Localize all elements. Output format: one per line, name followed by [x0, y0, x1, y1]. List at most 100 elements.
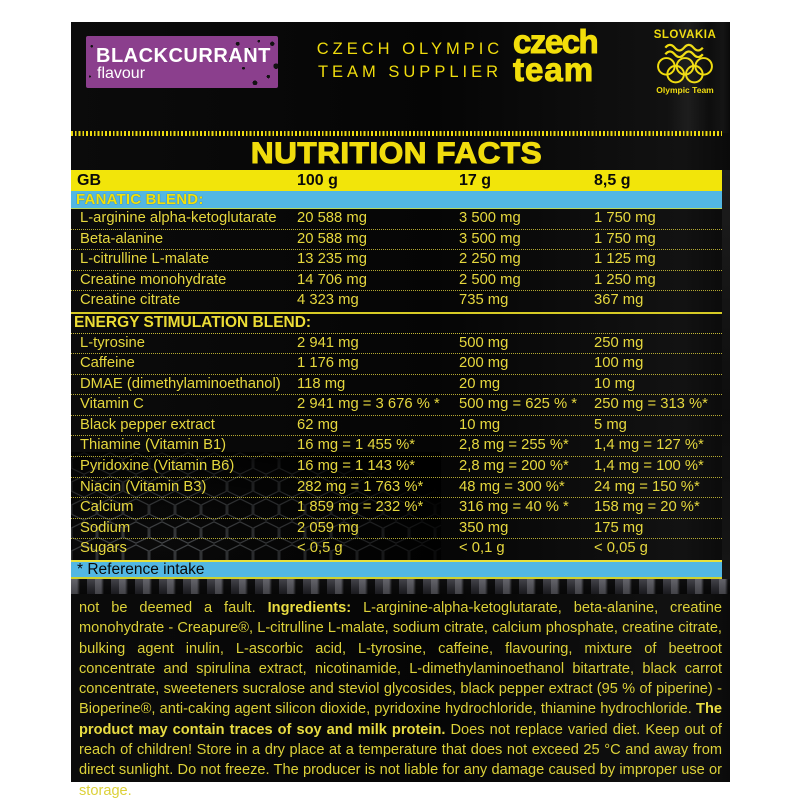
ingredients-segment: not be deemed a fault.: [79, 600, 268, 616]
slovakia-subtitle: Olympic Team: [652, 85, 718, 95]
table-row: Caffeine 1 176 mg 200 mg 100 mg: [71, 354, 722, 375]
nutrient-name-cell: Caffeine: [80, 355, 135, 372]
table-row: Black pepper extract 62 mg 10 mg 5 mg: [71, 416, 722, 437]
value-cell: 1 859 mg = 232 %*: [297, 499, 424, 516]
column-header: 8,5 g: [594, 172, 631, 189]
nutrient-name-cell: Beta-alanine: [80, 230, 164, 247]
section-header: ENERGY STIMULATION BLEND:: [71, 311, 722, 334]
nutrient-name-cell: DMAE (dimethylaminoethanol): [80, 375, 281, 392]
column-header: 100 g: [297, 172, 338, 189]
value-cell: 1 750 mg: [594, 230, 656, 247]
value-cell: 350 mg: [459, 519, 509, 536]
column-header: GB: [77, 172, 101, 189]
table-row: Thiamine (Vitamin B1) 16 mg = 1 455 %* 2,8…: [71, 436, 722, 458]
value-cell: < 0,05 g: [594, 540, 648, 557]
table-row: L-citrulline L-malate 13 235 mg 2 250 mg 1 …: [71, 250, 722, 271]
value-cell: 20 588 mg: [297, 210, 367, 226]
flavour-name: BLACKCURRANT: [96, 45, 271, 67]
value-cell: 200 mg: [459, 355, 509, 372]
czech-team-logo-line-1: czech: [512, 23, 599, 60]
table-row: Pyridoxine (Vitamin B6) 16 mg = 1 143 %* 2…: [71, 457, 722, 478]
value-cell: 16 mg = 1 455 %*: [297, 437, 416, 454]
ingredients-segment: Does not replace varied diet. Keep out o…: [79, 721, 722, 799]
value-cell: 4 323 mg: [297, 292, 359, 309]
table-row: Vitamin C 2 941 mg = 3 676 % * 500 mg = 62…: [71, 395, 722, 416]
nutrient-name-cell: Creatine citrate: [80, 292, 181, 309]
value-cell: 1 750 mg: [594, 210, 656, 226]
value-cell: 24 mg = 150 %*: [594, 478, 700, 495]
dashed-divider: [71, 131, 722, 136]
value-cell: 10 mg: [459, 416, 501, 433]
value-cell: 3 500 mg: [459, 230, 521, 247]
value-cell: 14 706 mg: [297, 271, 367, 288]
table-row: Niacin (Vitamin B3) 282 mg = 1 763 %* 48 m…: [71, 478, 722, 499]
value-cell: 62 mg: [297, 416, 339, 433]
nutrient-name-cell: L-tyrosine: [80, 334, 145, 351]
value-cell: 2,8 mg = 255 %*: [459, 437, 569, 454]
olympic-rings-icon: [657, 57, 713, 84]
nutrition-table: GB 100 g 17 g 8,5 g FANATIC BLEND: L-arginin…: [71, 170, 722, 579]
value-cell: 2 941 mg: [297, 334, 359, 351]
value-cell: < 0,1 g: [459, 540, 505, 557]
nutrient-name-cell: Creatine monohydrate: [80, 271, 227, 288]
value-cell: 2 500 mg: [459, 271, 521, 288]
value-cell: 2 250 mg: [459, 251, 521, 268]
value-cell: 367 mg: [594, 292, 644, 309]
value-cell: 282 mg = 1 763 %*: [297, 478, 424, 495]
value-cell: 1,4 mg = 100 %*: [594, 458, 704, 475]
table-row: Calcium 1 859 mg = 232 %* 316 mg = 40 % * 1…: [71, 498, 722, 519]
supplier-line-2: TEAM SUPPLIER: [317, 62, 503, 81]
nutrient-name-cell: Niacin (Vitamin B3): [80, 478, 207, 495]
supplement-label: BLACKCURRANT flavour CZECH OLYMPIC TEAM …: [71, 22, 730, 799]
supplier-claim: CZECH OLYMPIC TEAM SUPPLIER: [310, 38, 510, 83]
nutrient-name-cell: Sugars: [80, 540, 127, 557]
value-cell: 20 mg: [459, 375, 501, 392]
value-cell: 1,4 mg = 127 %*: [594, 437, 704, 454]
table-row: Creatine citrate 4 323 mg 735 mg 367 mg: [71, 291, 722, 312]
nutrient-name-cell: Thiamine (Vitamin B1): [80, 437, 227, 454]
ingredients-block: not be deemed a fault. Ingredients: L-ar…: [71, 594, 730, 799]
value-cell: 500 mg = 625 % *: [459, 396, 578, 413]
nutrient-name-cell: Pyridoxine (Vitamin B6): [80, 458, 235, 475]
ingredients-text: not be deemed a fault. Ingredients: L-ar…: [79, 598, 722, 800]
value-cell: 100 mg: [594, 355, 644, 372]
ingredients-bold-segment: The product may contain traces of soy an…: [79, 701, 722, 738]
table-row: Sodium 2 059 mg 350 mg 175 mg: [71, 519, 722, 540]
table-row: DMAE (dimethylaminoethanol) 118 mg 20 mg 10…: [71, 375, 722, 396]
value-cell: 250 mg = 313 %*: [594, 396, 708, 413]
value-cell: 20 588 mg: [297, 230, 367, 247]
slovakia-olympic-logo: SLOVAKIA Olympic Team: [652, 29, 718, 95]
texture-strip: [71, 579, 730, 594]
value-cell: 2 941 mg = 3 676 % *: [297, 396, 440, 413]
table-row: Beta-alanine 20 588 mg 3 500 mg 1 750 mg: [71, 230, 722, 251]
value-cell: 175 mg: [594, 519, 644, 536]
value-cell: 1 176 mg: [297, 355, 359, 372]
value-cell: 5 mg: [594, 416, 627, 433]
package-reflection: [591, 22, 730, 133]
value-cell: 48 mg = 300 %*: [459, 478, 565, 495]
supplier-line-1: CZECH OLYMPIC: [316, 40, 504, 58]
value-cell: 10 mg: [594, 375, 636, 392]
value-cell: 250 mg: [594, 334, 644, 351]
value-cell: 500 mg: [459, 334, 509, 351]
value-cell: 16 mg = 1 143 %*: [297, 458, 416, 475]
value-cell: 735 mg: [459, 292, 509, 309]
ingredients-bold-segment: Ingredients:: [267, 600, 364, 616]
reference-intake-note: * Reference intake: [71, 559, 722, 579]
nutrient-name-cell: Sodium: [80, 519, 131, 536]
table-row: L-arginine alpha-ketoglutarate 20 588 mg 3…: [71, 209, 722, 230]
package-edge-shadow: [722, 170, 730, 579]
table-header-row: GB 100 g 17 g 8,5 g: [71, 170, 722, 191]
table-row: L-tyrosine 2 941 mg 500 mg 250 mg: [71, 334, 722, 355]
value-cell: 118 mg: [297, 375, 346, 392]
value-cell: 3 500 mg: [459, 210, 521, 226]
czech-team-logo: czech team: [512, 23, 599, 86]
flavour-word: flavour: [97, 65, 146, 82]
column-header: 17 g: [459, 172, 492, 189]
value-cell: 13 235 mg: [297, 251, 367, 268]
table-row: Sugars < 0,5 g < 0,1 g < 0,05 g: [71, 539, 722, 560]
value-cell: 158 mg = 20 %*: [594, 499, 700, 516]
nutrient-name-cell: Vitamin C: [80, 396, 144, 413]
value-cell: 1 125 mg: [594, 251, 656, 268]
